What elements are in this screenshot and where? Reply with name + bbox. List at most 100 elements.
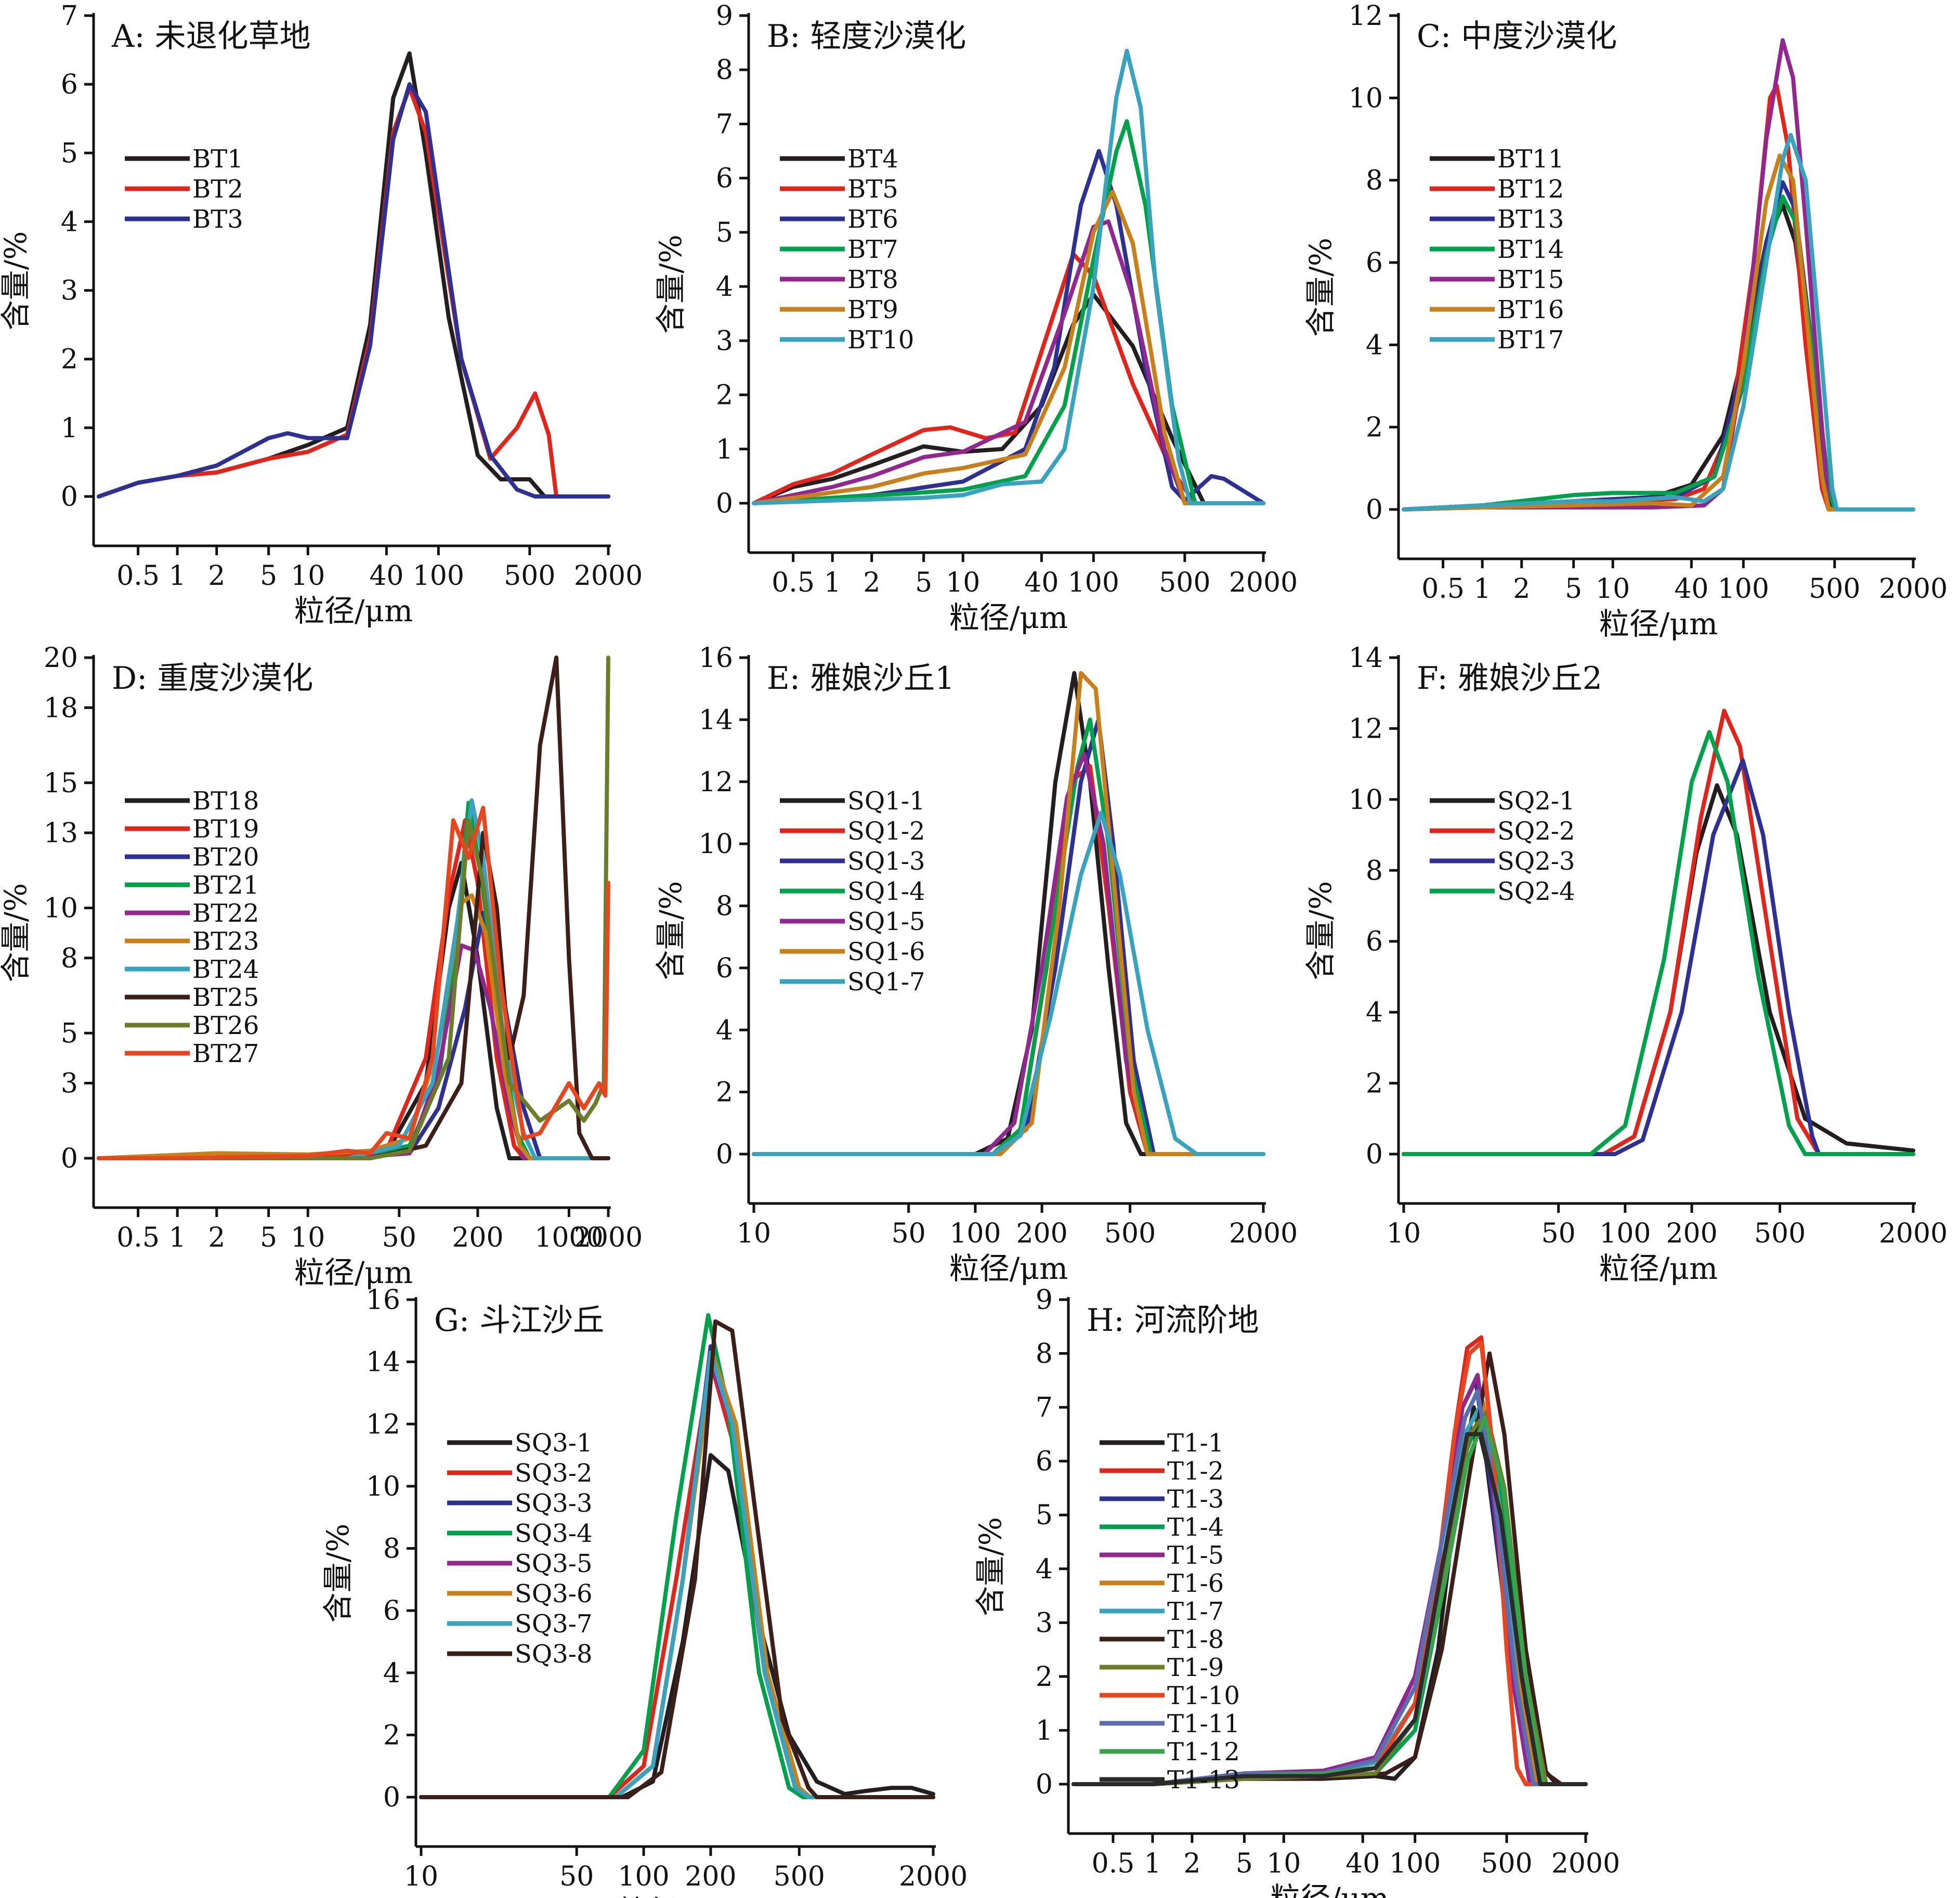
series-line-SQ3-8 [419, 1319, 935, 1799]
x-tick-label: 5 [260, 560, 277, 592]
y-tick-label: 10 [44, 893, 78, 924]
x-tick-label: 50 [382, 1222, 416, 1253]
y-tick-label: 5 [61, 1018, 78, 1049]
legend-label-SQ3-6: SQ3-6 [515, 1579, 593, 1608]
x-tick-label: 200 [1666, 1218, 1717, 1249]
panel-title: C: 中度沙漠化 [1417, 18, 1617, 55]
series-line-SQ2-3 [1402, 758, 1915, 1156]
y-tick-label: 9 [1036, 1285, 1053, 1316]
chart-panel-8: 01234567890.512510401005002000粒径/μm含量/%H… [973, 1285, 1620, 1898]
legend-label-SQ3-7: SQ3-7 [515, 1609, 593, 1639]
x-tick-label: 2000 [574, 560, 643, 592]
series-line-SQ3-2 [419, 1359, 935, 1799]
y-tick-label: 7 [61, 1, 78, 32]
x-tick-label: 500 [1754, 1218, 1806, 1249]
y-tick-label: 14 [1349, 643, 1383, 674]
y-tick-label: 9 [716, 1, 733, 32]
panel-title: B: 轻度沙漠化 [767, 18, 966, 55]
y-tick-label: 20 [44, 643, 78, 674]
y-tick-label: 8 [716, 891, 733, 922]
y-tick-label: 4 [716, 271, 733, 303]
legend-label-BT16: BT16 [1497, 295, 1564, 324]
y-tick-label: 12 [699, 767, 733, 798]
y-tick-label: 2 [716, 380, 733, 411]
series-line-T1-11 [1072, 1389, 1588, 1786]
series-line-BT1 [97, 51, 610, 499]
legend-label-SQ1-6: SQ1-6 [847, 937, 925, 966]
panel-title: G: 斗江沙丘 [434, 1302, 604, 1339]
y-tick-label: 1 [716, 434, 733, 465]
y-tick-label: 12 [1349, 713, 1383, 744]
x-tick-label: 1 [824, 567, 841, 598]
chart-panel-7: 0 2 4 6 8 10 12 14 16 10 50 100 200 500 2000 粒径/μm 含量/% G… [320, 1285, 968, 1898]
legend-label-SQ2-1: SQ2-1 [1497, 787, 1575, 816]
y-tick-label: 10 [1349, 784, 1383, 816]
legend-label-BT19: BT19 [192, 815, 259, 844]
y-tick-label: 4 [1366, 997, 1383, 1028]
x-tick-label: 100 [1718, 573, 1769, 605]
x-axis-title: 粒径/μm [949, 1251, 1068, 1286]
y-tick-label: 6 [716, 953, 733, 984]
x-tick-label: 500 [774, 1861, 825, 1892]
legend-label-BT14: BT14 [1497, 235, 1564, 264]
y-tick-label: 4 [1366, 330, 1383, 361]
series-line-BT4 [752, 292, 1265, 505]
legend-label-T1-2: T1-2 [1167, 1457, 1224, 1486]
x-tick-label: 500 [1104, 1218, 1156, 1249]
legend-label-BT12: BT12 [1497, 175, 1564, 204]
legend-label-SQ3-4: SQ3-4 [515, 1519, 593, 1548]
x-tick-label: 2000 [1879, 573, 1948, 605]
x-tick-label: 10 [737, 1218, 771, 1249]
y-tick-label: 18 [44, 692, 78, 724]
legend-label-BT6: BT6 [847, 205, 898, 234]
y-tick-label: 10 [366, 1471, 400, 1502]
legend-label-BT24: BT24 [192, 955, 259, 984]
series-line-BT7 [752, 119, 1265, 505]
x-axis-title: 粒径/μm [949, 600, 1068, 635]
y-tick-label: 10 [699, 829, 733, 860]
x-tick-label: 5 [1236, 1848, 1253, 1879]
y-tick-label: 5 [716, 217, 733, 248]
x-tick-label: 1 [169, 1222, 186, 1253]
x-tick-label: 0.5 [772, 567, 815, 598]
series-line-T1-13 [1072, 1432, 1588, 1786]
y-tick-label: 2 [1366, 412, 1383, 443]
legend-label-SQ2-4: SQ2-4 [1497, 877, 1575, 906]
x-tick-label: 100 [1389, 1848, 1441, 1879]
series-line-SQ3-7 [419, 1350, 935, 1799]
series-line-SQ2-2 [1402, 709, 1915, 1156]
legend-label-T1-12: T1-12 [1167, 1737, 1240, 1766]
y-tick-label: 0 [716, 488, 733, 519]
x-tick-label: 2 [208, 560, 225, 592]
x-tick-label: 10 [291, 1222, 325, 1253]
series-line-BT25 [97, 656, 610, 1160]
y-tick-label: 8 [1366, 165, 1383, 197]
legend-label-SQ3-2: SQ3-2 [515, 1459, 593, 1488]
y-tick-label: 7 [716, 109, 733, 140]
series-line-BT5 [752, 252, 1265, 505]
series-line-BT3 [97, 82, 610, 499]
x-axis-title: 粒径/μm [294, 593, 413, 629]
x-tick-label: 1000 [534, 1222, 603, 1253]
y-tick-label: 6 [1366, 247, 1383, 279]
y-tick-label: 1 [1036, 1715, 1053, 1746]
y-tick-label: 7 [1036, 1392, 1053, 1423]
x-tick-label: 2 [863, 567, 880, 598]
series-line-SQ3-1 [419, 1453, 935, 1799]
series-line-BT6 [752, 149, 1265, 505]
legend-label-BT18: BT18 [192, 787, 259, 816]
series-line-SQ3-4 [419, 1313, 935, 1799]
y-tick-label: 2 [1366, 1068, 1383, 1099]
y-axis-title: 含量/% [0, 883, 33, 983]
y-tick-label: 16 [366, 1285, 400, 1316]
y-tick-label: 15 [44, 768, 78, 799]
y-tick-label: 4 [1036, 1554, 1053, 1585]
series-line-BT17 [1402, 133, 1915, 512]
y-tick-label: 3 [716, 325, 733, 357]
legend-label-BT22: BT22 [192, 899, 259, 928]
y-tick-label: 1 [61, 413, 78, 444]
x-tick-label: 40 [1024, 567, 1059, 598]
legend-label-BT9: BT9 [847, 295, 898, 324]
